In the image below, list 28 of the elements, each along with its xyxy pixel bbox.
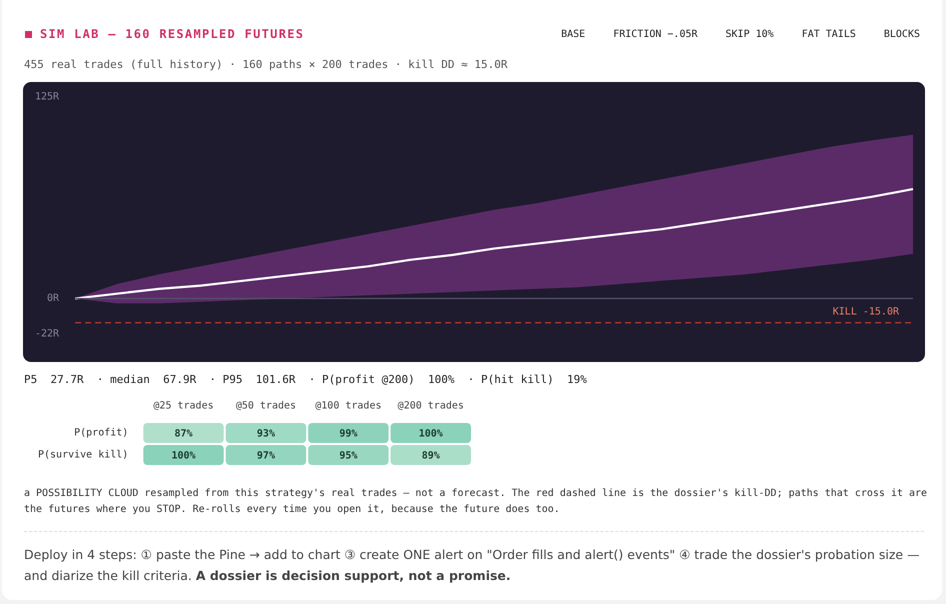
text: BASE (561, 29, 586, 40)
x-tick-label: @100 trades (315, 400, 382, 412)
x-tick-label: @50 trades (236, 400, 296, 412)
text: FAT TAILS (802, 29, 856, 40)
chart-title: SIM LAB — 160 RESAMPLED FUTURES (40, 27, 304, 41)
text: P5 27.7R · median 67.9R · P95 101.6R · P(profit @200) 100% · P(hit kill) 19% (24, 373, 587, 386)
y-tick-label: P(profit) (74, 428, 128, 439)
data-label: 89% (422, 450, 440, 462)
data-label: 100% (418, 428, 443, 440)
text: a POSSIBILITY CLOUD resampled from this strategy's real trades — not a forecast. The red dashed line is the dossier's kill-DD; paths that cross it are the futures where you STOP. Re-rolls every time you open it, because the future does too. (24, 487, 928, 517)
data-label: 97% (256, 450, 275, 462)
ref-line-label: KILL -15.0R (832, 306, 900, 318)
text: A dossier is decision support, not a promise. (196, 568, 511, 583)
data-label: 100% (171, 450, 196, 462)
text: BLOCKS (884, 29, 920, 40)
data-label: 93% (256, 428, 275, 440)
x-tick-label: @200 trades (398, 400, 464, 412)
data-label: 87% (174, 428, 193, 440)
y-tick-label: 0R (47, 293, 60, 304)
data-label: 95% (339, 450, 358, 462)
y-tick-label: 125R (34, 92, 60, 103)
chart-subtitle: 455 real trades (full history) · 160 paths × 200 trades · kill DD ≈ 15.0R (24, 58, 508, 71)
data-label: 99% (339, 428, 358, 440)
x-tick-label: @25 trades (153, 400, 214, 412)
y-tick-label: -22R (34, 328, 60, 340)
y-tick-label: P(survive kill) (38, 450, 128, 461)
text: SKIP 10% (726, 29, 774, 40)
text: FRICTION −.05R (613, 29, 698, 40)
